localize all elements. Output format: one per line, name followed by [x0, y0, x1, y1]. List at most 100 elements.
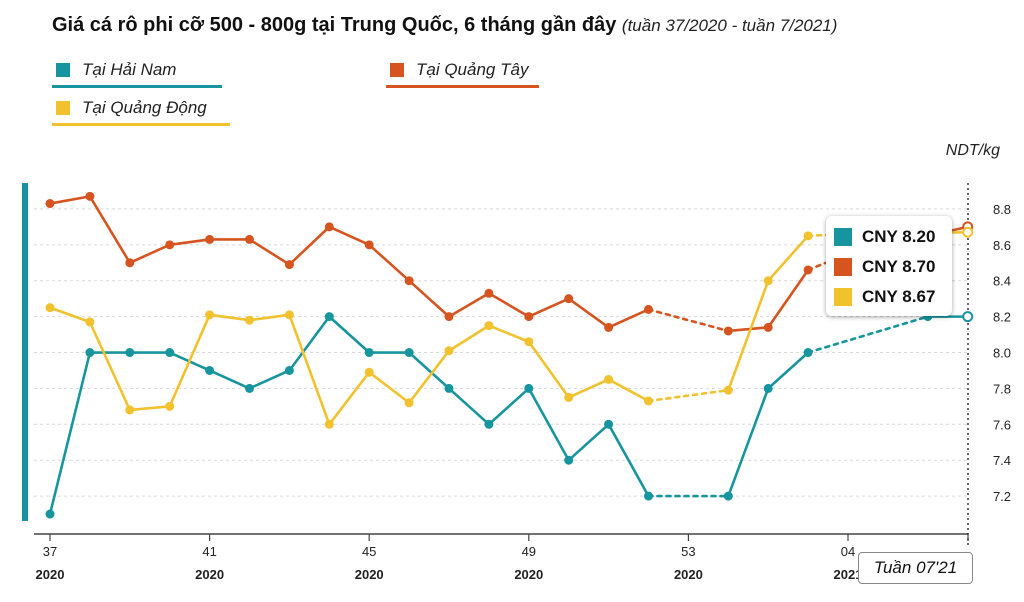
legend-underline-hainam: [52, 85, 222, 88]
tooltip-swatch-hainam: [834, 228, 852, 246]
data-point-quangdong: [324, 419, 334, 429]
legend-item-quangdong[interactable]: Tại Quảng Động: [52, 96, 230, 126]
data-point-quangtay: [644, 304, 653, 314]
series-segment-hainam: [447, 387, 491, 426]
subtitle-text: (tuần 37/2020 - tuần 7/2021): [621, 16, 838, 35]
week-badge[interactable]: Tuần 07'21: [858, 552, 973, 584]
data-point-quangdong: [205, 310, 215, 320]
legend-item-quangtay[interactable]: Tại Quảng Tây: [386, 58, 539, 88]
data-point-quangdong: [245, 315, 254, 325]
tooltip-value-hainam: CNY 8.20: [862, 227, 936, 246]
tooltip-swatch-quangdong: [834, 288, 852, 306]
data-point-hainam: [644, 491, 653, 501]
series-segment-quangtay: [647, 308, 730, 333]
series-segment-quangdong: [527, 340, 571, 399]
series-segment-quangdong: [48, 306, 92, 324]
data-point-quangdong: [404, 398, 414, 408]
data-point-quangdong: [484, 321, 494, 331]
data-point-quangtay: [404, 276, 414, 286]
series-segment-quangdong: [407, 349, 451, 405]
value-tooltip: CNY 8.20 CNY 8.70 CNY 8.67: [826, 216, 952, 316]
tooltip-value-quangtay: CNY 8.70: [862, 257, 936, 276]
series-segment-hainam: [48, 351, 92, 516]
y-tick-label-7.4: 7.4: [993, 453, 1011, 468]
y-tick-label-8.6: 8.6: [993, 238, 1011, 253]
x-tick-year-45: 2020: [355, 567, 384, 582]
data-point-quangtay: [444, 312, 454, 322]
data-point-quangdong: [763, 276, 773, 286]
tooltip-swatch-quangtay: [834, 258, 852, 276]
legend-underline-quangdong: [52, 123, 230, 126]
y-tick-label-7.6: 7.6: [993, 417, 1011, 432]
series-segment-hainam: [208, 369, 251, 390]
data-point-quangtay: [85, 191, 95, 201]
x-tick-year-37: 2020: [36, 567, 65, 582]
data-point-hainam: [564, 455, 574, 465]
series-segment-quangtay: [367, 243, 411, 283]
series-segment-quangdong: [647, 388, 730, 403]
week-badge-value: 07'21: [916, 558, 958, 577]
x-tick-week-37: 37: [43, 544, 57, 559]
y-tick-label-8.4: 8.4: [993, 274, 1011, 289]
data-point-hainam: [45, 509, 55, 519]
series-segment-quangdong: [128, 405, 171, 412]
series-segment-quangdong: [208, 313, 251, 322]
data-point-quangtay: [723, 326, 733, 336]
y-axis-unit: NDT/kg: [945, 142, 1000, 159]
x-tick-week-41: 41: [202, 544, 216, 559]
data-point-quangtay: [364, 240, 374, 250]
series-segment-quangtay: [288, 225, 331, 266]
data-point-quangtay: [484, 288, 494, 298]
series-segment-quangtay: [527, 297, 571, 318]
chart-title: Giá cá rô phi cỡ 500 - 800g tại Trung Qu…: [52, 14, 837, 37]
series-segment-hainam: [487, 387, 531, 426]
data-point-quangdong: [444, 346, 454, 356]
legend-label-quangdong: Tại Quảng Động: [82, 98, 207, 117]
data-point-quangdong: [165, 401, 175, 411]
series-segment-quangtay: [168, 238, 211, 247]
left-accent-bar: [22, 183, 28, 521]
data-point-quangtay: [524, 312, 534, 322]
tooltip-value-quangdong: CNY 8.67: [862, 287, 936, 306]
series-segment-hainam: [288, 315, 331, 372]
x-tick-week-45: 45: [362, 544, 376, 559]
series-segment-quangdong: [607, 378, 650, 403]
y-tick-label-7.2: 7.2: [993, 489, 1011, 504]
data-point-hainam: [85, 348, 95, 358]
series-segment-quangdong: [766, 234, 810, 283]
data-point-hainam: [803, 348, 813, 358]
series-segment-quangtay: [487, 291, 531, 318]
data-point-quangdong: [723, 385, 733, 395]
y-tick-label-8.8: 8.8: [993, 202, 1011, 217]
data-point-quangtay: [324, 222, 334, 232]
series-segment-hainam: [607, 423, 650, 498]
series-segment-quangtay: [766, 268, 810, 329]
data-point-quangdong: [85, 317, 95, 327]
series-segment-hainam: [327, 315, 371, 354]
data-point-hainam: [284, 365, 294, 375]
series-segment-quangdong: [367, 370, 411, 405]
series-segment-hainam: [766, 351, 810, 390]
data-point-quangtay: [763, 322, 773, 332]
y-tick-label-7.8: 7.8: [993, 381, 1011, 396]
data-point-hainam: [763, 383, 773, 393]
series-segment-hainam: [726, 387, 770, 498]
series-segment-quangtay: [128, 243, 171, 265]
legend-item-hainam[interactable]: Tại Hải Nam: [52, 58, 222, 88]
series-segment-quangtay: [327, 225, 371, 247]
data-point-hainam: [125, 348, 135, 358]
x-tick-week-53: 53: [681, 544, 695, 559]
data-point-quangtay: [284, 260, 294, 270]
data-point-quangdong: [604, 374, 614, 384]
x-tick-year-53: 2020: [674, 567, 703, 582]
data-point-hainam: [205, 365, 215, 375]
data-point-hainam: [324, 312, 334, 322]
data-point-quangtay: [45, 199, 55, 209]
series-segment-quangdong: [248, 313, 291, 322]
data-point-quangtay: [564, 294, 574, 304]
series-segment-quangdong: [327, 370, 371, 426]
data-point-quangdong: [125, 405, 135, 415]
week-badge-label: Tuần: [873, 558, 912, 577]
data-point-hainam: [444, 383, 454, 393]
